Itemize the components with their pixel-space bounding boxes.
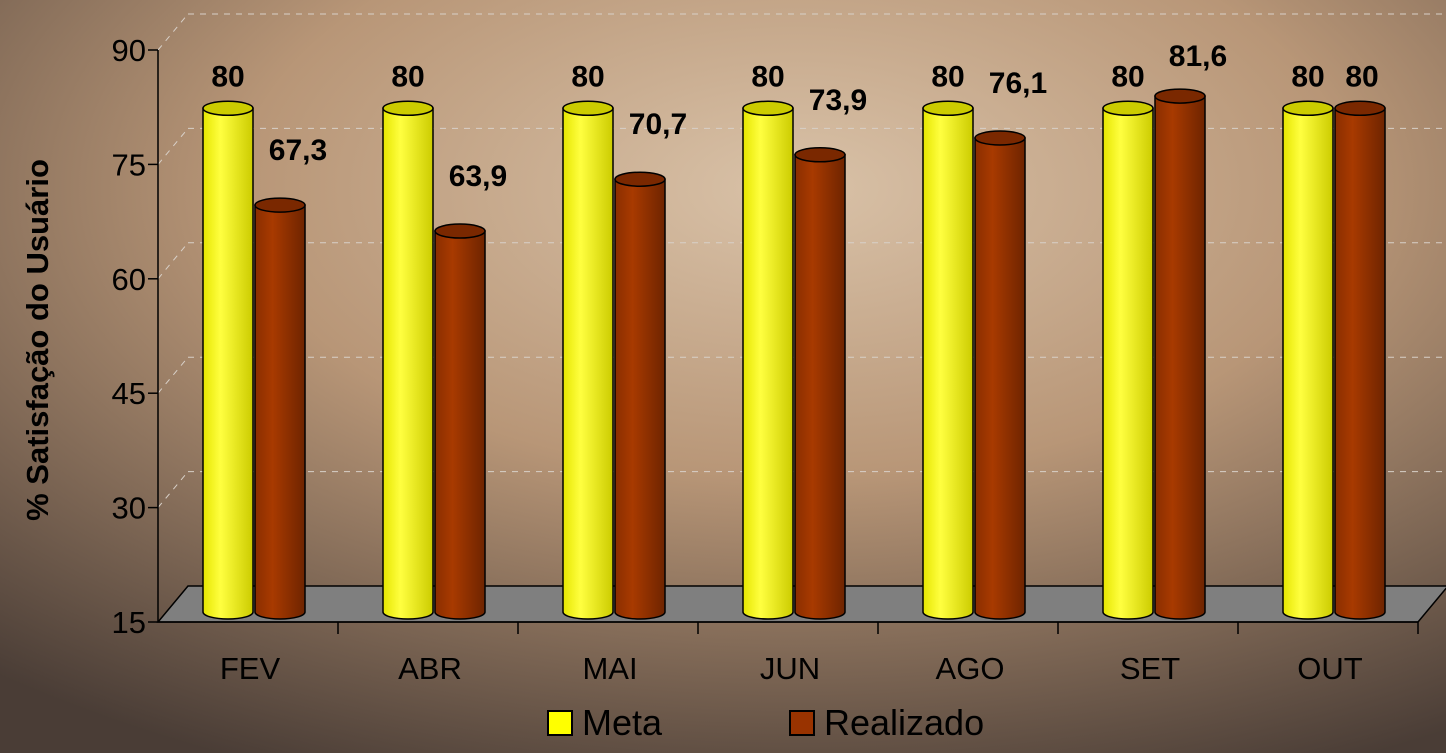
bar-top	[434, 223, 486, 239]
x-tick-label: ABR	[398, 651, 462, 686]
bar-top	[254, 197, 306, 213]
data-label: 73,9	[809, 84, 867, 117]
gridline-side	[157, 471, 189, 508]
data-label: 67,3	[269, 134, 327, 167]
bars	[202, 88, 1386, 620]
bar-realizado	[434, 223, 486, 620]
data-label: 80	[571, 60, 604, 93]
bar-realizado	[1154, 88, 1206, 620]
bar-body	[1102, 107, 1154, 620]
y-tick-label: 90	[112, 33, 146, 68]
data-label: 80	[931, 60, 964, 93]
bar-realizado	[794, 147, 846, 620]
bar-top	[1282, 100, 1334, 117]
bar-top	[614, 171, 666, 187]
data-label: 63,9	[449, 160, 507, 193]
legend-label: Realizado	[824, 702, 984, 743]
bar-top	[562, 100, 614, 117]
bar-meta	[562, 100, 614, 620]
bar-top	[1334, 100, 1386, 117]
bar-body	[1334, 107, 1386, 620]
legend-label: Meta	[582, 702, 663, 743]
bar-body	[974, 137, 1026, 620]
bar-top	[742, 100, 794, 117]
y-tick-label: 30	[112, 491, 146, 526]
bar-body	[382, 107, 434, 620]
data-label: 80	[1291, 60, 1324, 93]
data-label: 80	[1345, 60, 1378, 93]
bar-body	[1154, 95, 1206, 620]
y-tick-label: 60	[112, 262, 146, 297]
bar-body	[922, 107, 974, 620]
bar-realizado	[1334, 100, 1386, 620]
bar-top	[1154, 88, 1206, 104]
bar-body	[1282, 107, 1334, 620]
bar-body	[742, 107, 794, 620]
legend-swatch	[789, 710, 815, 736]
y-tick-label: 75	[112, 147, 146, 182]
bar-realizado	[614, 171, 666, 620]
x-tick-label: OUT	[1297, 651, 1363, 686]
bar-meta	[742, 100, 794, 620]
gridline-side	[157, 356, 189, 394]
gridline-side	[157, 242, 189, 280]
legend-swatch	[547, 710, 573, 736]
bar-top	[974, 130, 1026, 146]
bar-top	[1102, 100, 1154, 117]
bar-top	[382, 100, 434, 117]
bar-realizado	[974, 130, 1026, 620]
x-tick-label: SET	[1120, 651, 1180, 686]
axes: 90 75 60 45 30 15 FEV ABR MAI JUN AGO SET OUT	[112, 33, 1419, 686]
x-tick-label: FEV	[220, 651, 281, 686]
data-label: 80	[211, 60, 244, 93]
data-label: 76,1	[989, 67, 1047, 100]
bar-top	[922, 100, 974, 117]
bar-body	[254, 204, 306, 620]
data-labels: 80 67,3 80 63,9 80 70,7 80 73,9 80 76,1 80 81,6 80 80	[211, 40, 1378, 193]
bar-body	[202, 107, 254, 620]
x-tick-label: JUN	[760, 651, 820, 686]
data-label: 80	[1111, 60, 1144, 93]
bar-top	[794, 147, 846, 163]
bar-body	[562, 107, 614, 620]
data-label: 70,7	[629, 108, 687, 141]
data-label: 80	[751, 60, 784, 93]
bar-realizado	[254, 197, 306, 620]
bar-meta	[202, 100, 254, 620]
data-label: 81,6	[1169, 40, 1227, 73]
bar-top	[202, 100, 254, 117]
bar-meta	[1282, 100, 1334, 620]
x-tick-label: MAI	[582, 651, 637, 686]
y-tick-label: 45	[112, 376, 146, 411]
gridline-side	[157, 128, 189, 165]
bar-meta	[382, 100, 434, 620]
legend: Meta Realizado	[547, 702, 984, 743]
data-label: 80	[391, 60, 424, 93]
bar-meta	[922, 100, 974, 620]
y-axis-title: % Satisfação do Usuário	[20, 159, 55, 521]
gridline-side	[157, 13, 189, 51]
bar-body	[434, 230, 486, 620]
bar-body	[614, 178, 666, 620]
bar-body	[794, 154, 846, 620]
y-tick-label: 15	[112, 605, 146, 640]
x-tick-label: AGO	[936, 651, 1005, 686]
bar-meta	[1102, 100, 1154, 620]
